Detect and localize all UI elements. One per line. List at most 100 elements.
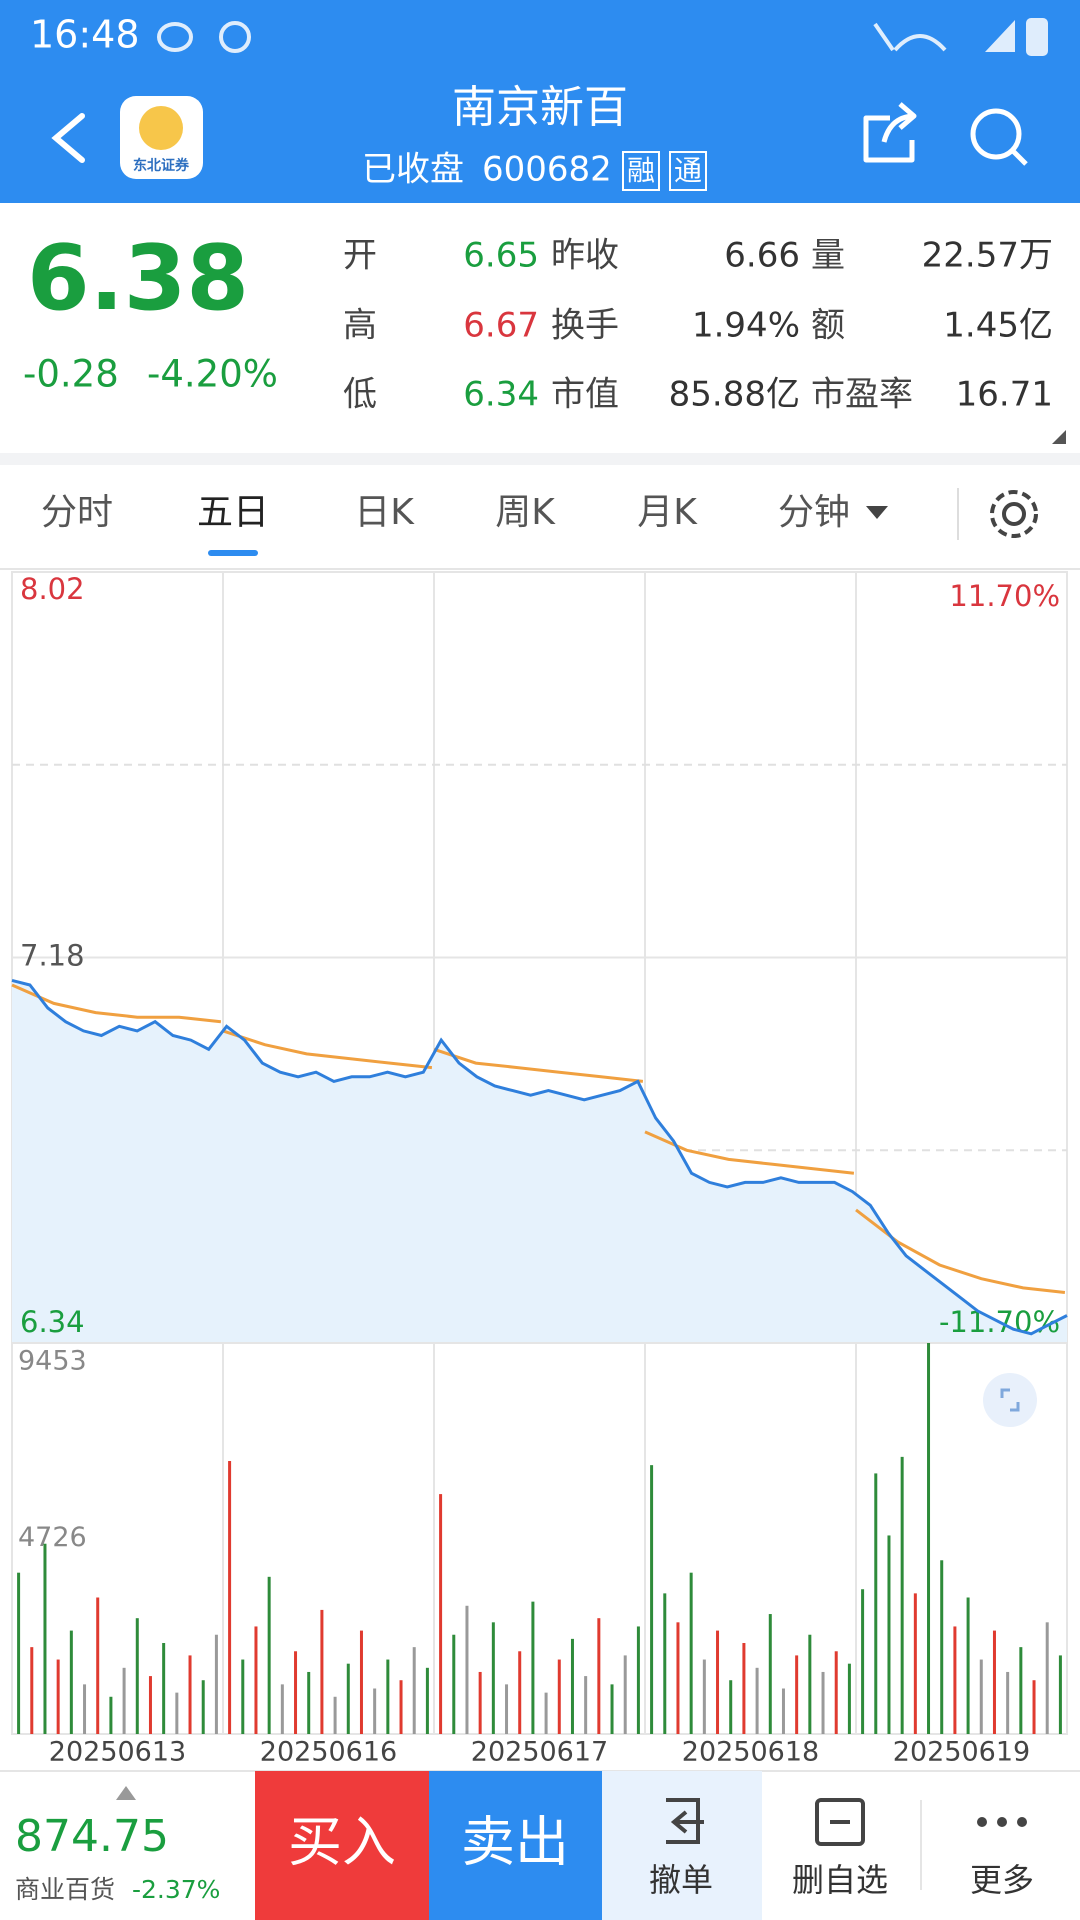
badge-box [622,151,660,191]
status-icons [157,18,1048,56]
stat-value: 85.88亿 [669,375,800,415]
buy-button-bg[interactable] [255,1771,429,1920]
volume-bar [267,1576,271,1734]
volume-bar [109,1696,113,1734]
volume-bar [1019,1647,1023,1734]
volume-bar [56,1659,60,1734]
average-line [433,1047,644,1083]
volume-bar [294,1651,298,1734]
stat-label: 额 [811,306,845,346]
settings-button[interactable] [990,490,1038,538]
badge: 通 [674,154,702,187]
logo-text: 东北证券 [133,157,190,174]
stat-label: 昨收 [551,236,619,276]
cancel-button[interactable]: 撤单 [649,1861,713,1899]
volume-bar [254,1626,258,1734]
volume-bar [505,1684,509,1734]
volume-bar [491,1622,495,1734]
volume-bar [992,1630,996,1734]
market-status: 已收盘 [362,150,464,190]
volume-bar [729,1680,733,1734]
volume-bar [636,1626,640,1734]
volume-bar [570,1638,574,1734]
tab[interactable]: 分钟 [778,492,850,533]
badge-box [669,151,707,191]
badge: 融 [627,154,655,187]
volume-bar [940,1560,944,1734]
volume-bar [1032,1680,1036,1734]
volume-bar [795,1655,799,1734]
tab[interactable]: 分时 [41,492,113,533]
dropdown-arrow[interactable] [866,506,888,519]
y2-tick-label: 11.70% [949,579,1060,613]
stat-value: 6.67 [463,306,539,346]
volume-bar [478,1671,482,1734]
x-tick-label: 20250618 [682,1737,819,1768]
expand-corner[interactable] [1052,430,1066,444]
stat-label: 开 [343,236,377,276]
price-line [11,978,1068,1336]
volume-bar [768,1614,772,1734]
volume-bar [439,1494,443,1734]
volume-bar [214,1634,218,1734]
stock-code: 600682 [482,150,612,190]
volume-bar [531,1601,535,1734]
fullscreen-button[interactable] [983,1373,1037,1427]
volume-bar [465,1605,469,1734]
volume-bar [1045,1622,1049,1734]
volume-bar [821,1671,825,1734]
volume-bar [847,1663,851,1734]
volume-bar [584,1676,588,1734]
volume-tick-label: 9453 [18,1346,87,1377]
volume-bar [412,1647,416,1734]
volume-bar [689,1572,693,1734]
search-button[interactable] [970,108,1028,166]
volume-bar [96,1597,100,1734]
index-change[interactable]: -2.37% [132,1875,220,1904]
remove-watch-button[interactable]: 删自选 [792,1861,888,1899]
volume-bar [425,1667,429,1734]
volume-bar [518,1651,522,1734]
volume-bar [557,1659,561,1734]
index-value[interactable]: 874.75 [15,1811,169,1862]
volume-bar [373,1688,377,1734]
y-tick-label: 6.34 [20,1305,85,1339]
stat-value: 6.34 [463,375,539,415]
stat-value: 1.45亿 [943,306,1053,346]
buy-button[interactable]: 买入 [288,1811,396,1874]
volume-tick-label: 4726 [18,1522,87,1553]
volume-bar [861,1589,865,1734]
tab-bar: 分时 五日 日K 周K 月K 分钟 [41,492,850,556]
stat-value: 22.57万 [922,236,1053,276]
volume-bar [742,1643,746,1734]
index-name[interactable]: 商业百货 [15,1875,115,1904]
volume-bar [201,1680,205,1734]
cancel-button-bg[interactable] [602,1771,762,1920]
tab[interactable]: 月K [637,492,698,533]
tab-indicator [208,550,258,556]
average-line [222,1029,433,1070]
share-button[interactable] [863,102,917,163]
volume-bar [30,1647,34,1734]
volume-bar [781,1688,785,1734]
tab[interactable]: 周K [495,492,556,533]
x-tick-label: 20250613 [49,1737,186,1768]
stat-value: 16.71 [956,375,1053,415]
more-button[interactable]: 更多 [970,1861,1034,1899]
sell-button[interactable]: 卖出 [461,1811,569,1874]
back-button[interactable] [51,113,85,163]
sell-button-bg[interactable] [429,1771,602,1920]
stat-label: 换手 [551,306,619,346]
average-line [644,1130,855,1175]
tab[interactable]: 五日 [197,492,269,533]
x-tick-label: 20250616 [260,1737,397,1768]
stat-value: 6.65 [463,236,539,276]
volume-bar [346,1663,350,1734]
y-tick-label: 7.18 [20,939,85,973]
separator [0,453,1080,465]
volume-bar [280,1684,284,1734]
tab[interactable]: 日K [354,492,415,533]
